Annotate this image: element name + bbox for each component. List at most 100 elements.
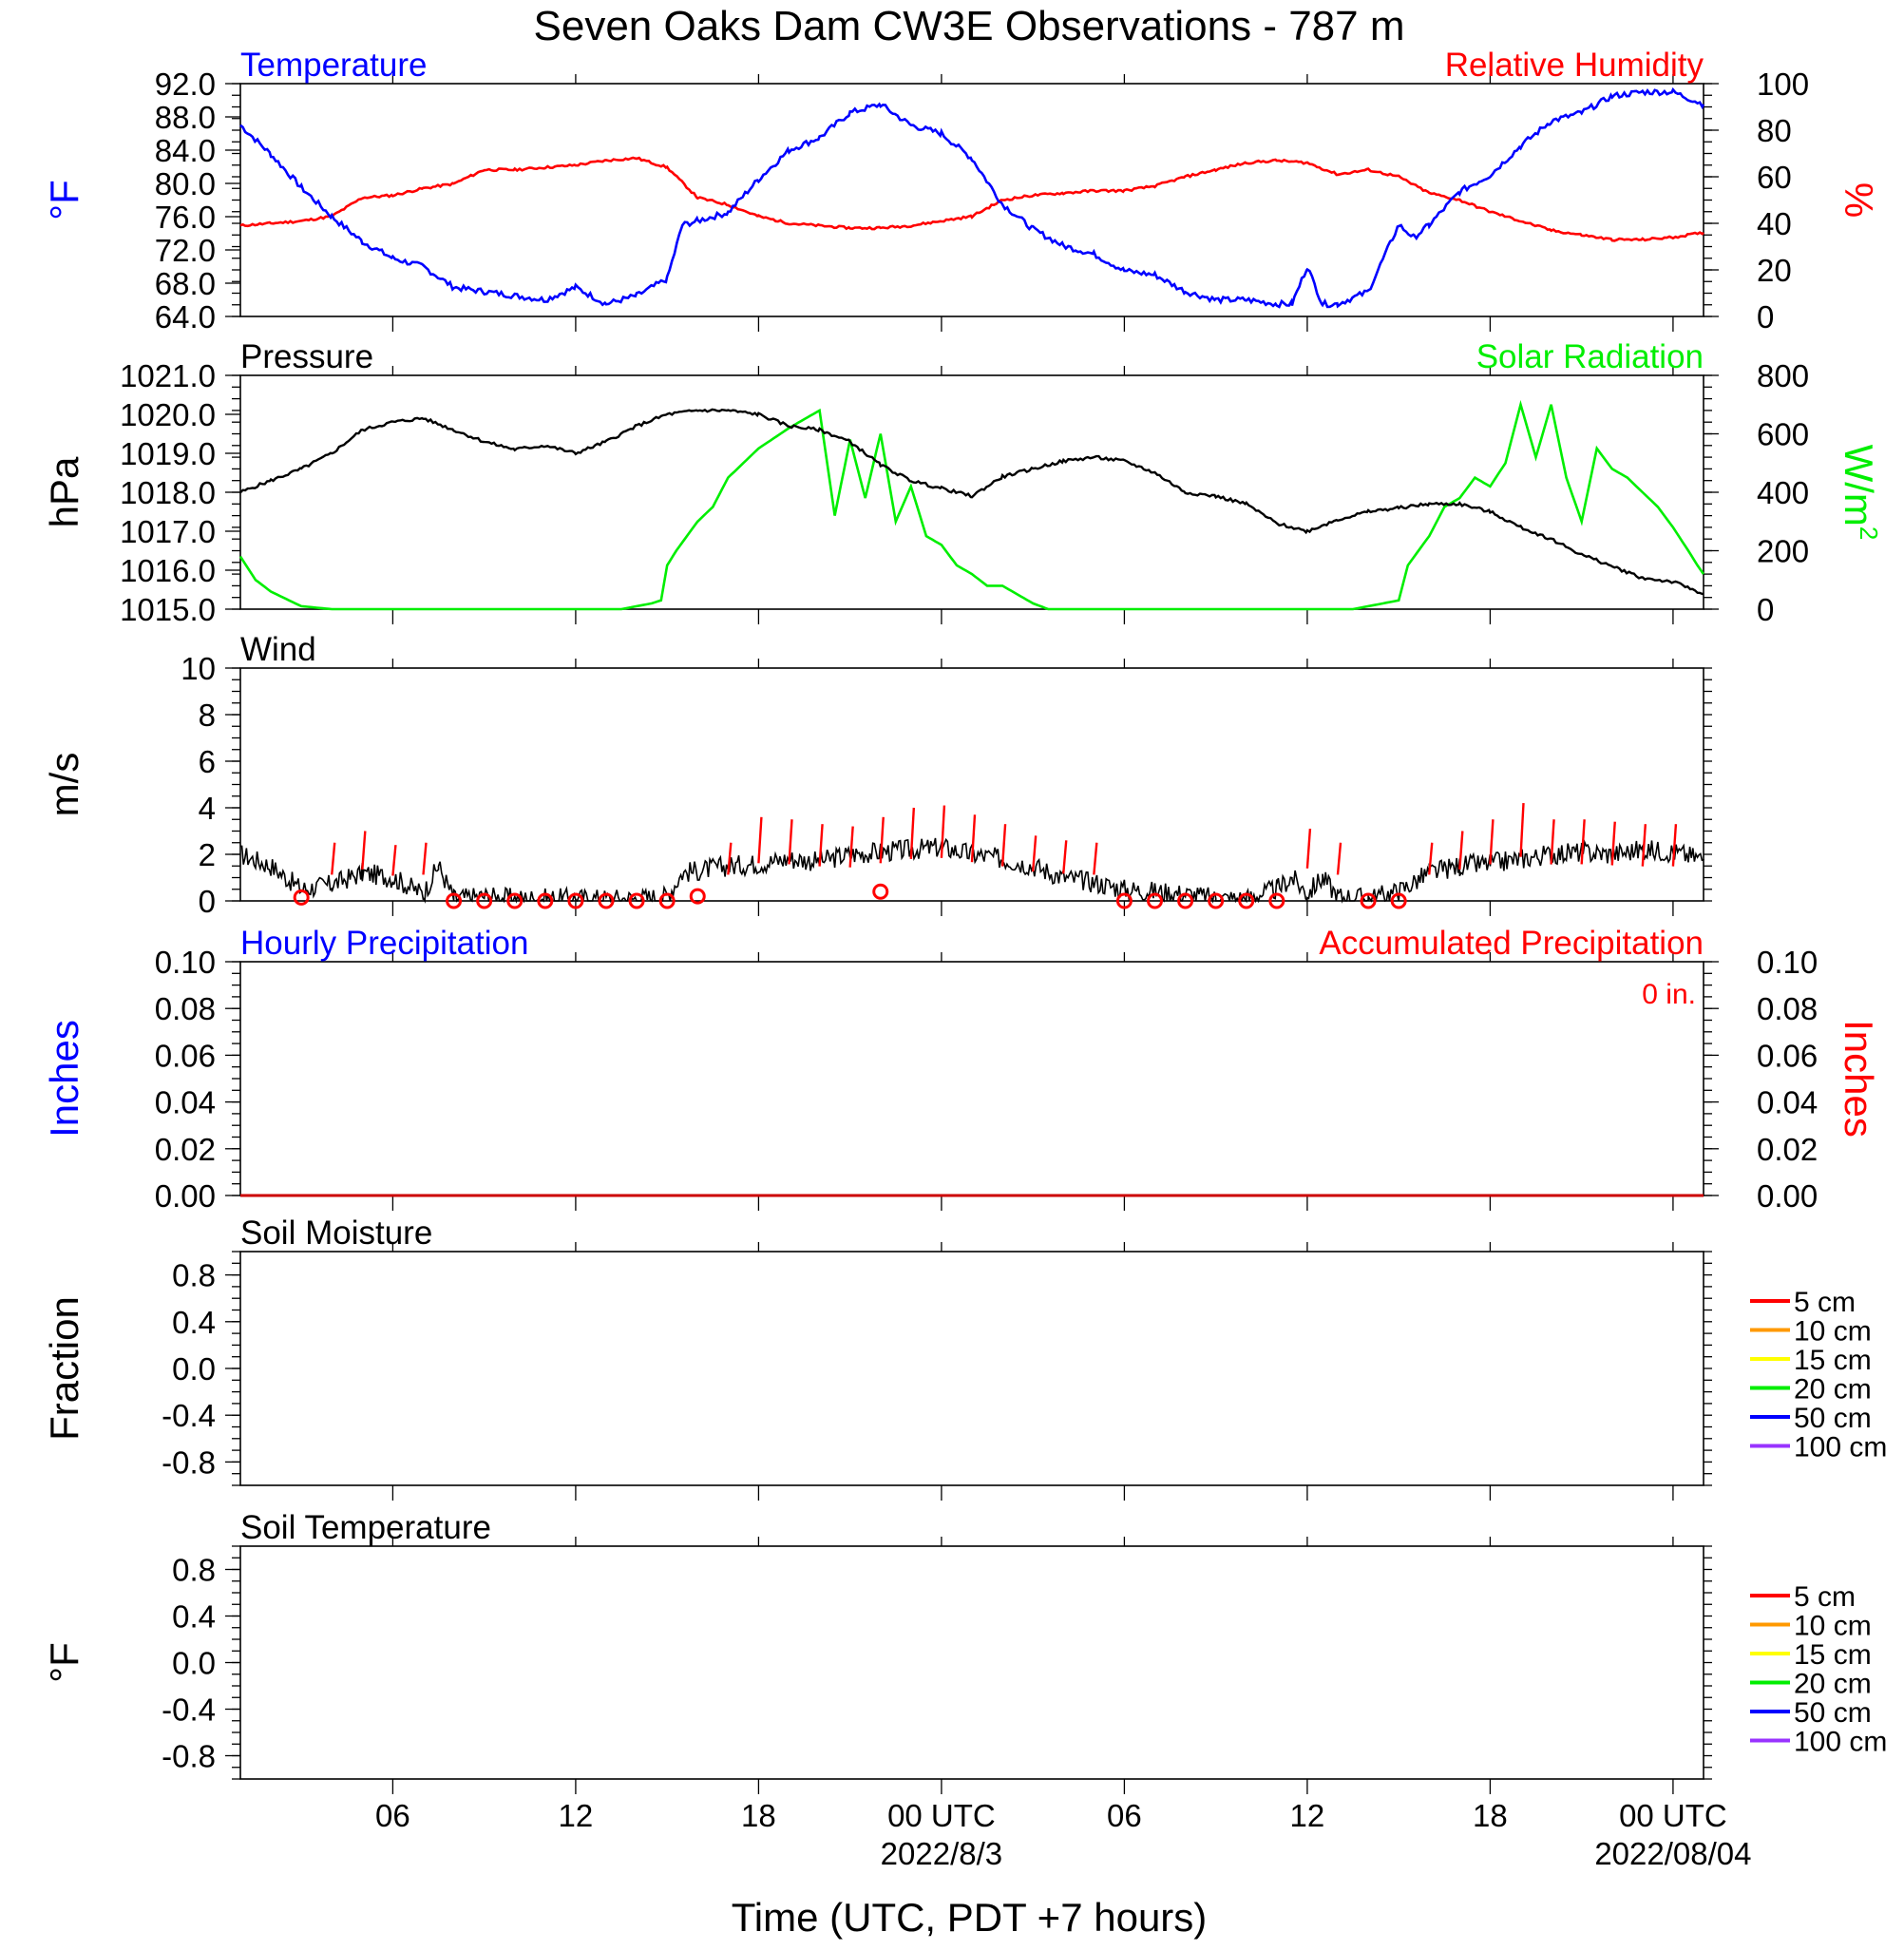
panel-title-left: Soil Moisture [240, 1215, 432, 1252]
accumulated-total-label: 0 in. [1642, 979, 1696, 1010]
y-tick-label-right: 0.02 [1757, 1132, 1818, 1167]
temperature-line [239, 86, 1705, 309]
y-tick-label-left: 80.0 [155, 166, 216, 201]
calm-wind-marker [1147, 892, 1163, 909]
x-tick-label: 12 [559, 1798, 594, 1833]
y-tick-label-right: 200 [1757, 534, 1809, 569]
calm-wind-marker [506, 892, 524, 909]
wind-gust-mark [361, 831, 367, 870]
y-tick-label-left: 6 [199, 744, 216, 779]
humidity-line [239, 156, 1704, 242]
x-tick-label: 06 [1107, 1798, 1142, 1833]
wind-gust-mark [727, 842, 733, 875]
wind-gust-mark [818, 824, 824, 867]
y-tick-label-left: 84.0 [155, 133, 216, 168]
wind-gust-mark [1062, 840, 1068, 874]
panel-title-left: Temperature [240, 47, 427, 84]
calm-wind-marker [658, 892, 676, 909]
y-axis-label-left: m/s [42, 753, 86, 817]
panel-precipitation: 0.10 0.08 0.06 0.04 0.02 0.00 0.10 0.08 0.06 0.04… [42, 925, 1881, 1214]
panel-title-left: Wind [240, 631, 316, 668]
y-tick-label-right: 80 [1757, 113, 1792, 148]
calm-wind-marker [872, 883, 889, 900]
calm-wind-marker [293, 889, 310, 906]
panel-frame [239, 1251, 1704, 1486]
y-tick-label-right: 600 [1757, 417, 1809, 452]
y-tick-label-left: 1018.0 [120, 475, 216, 510]
y-tick-label-left: 88.0 [155, 100, 216, 135]
wind-gust-mark [879, 816, 885, 864]
x-tick-date-label: 2022/08/04 [1594, 1836, 1751, 1871]
wind-gust-mark [1336, 842, 1342, 875]
x-tick-label: 18 [741, 1798, 776, 1833]
legend-label: 50 cm [1794, 1403, 1872, 1434]
y-tick-label-left: 0.02 [155, 1132, 216, 1167]
wind-gust-mark [391, 845, 397, 876]
y-tick-label-left: 76.0 [155, 200, 216, 235]
wind-gust-mark [1000, 824, 1007, 867]
y-tick-label-left: -0.8 [162, 1739, 216, 1774]
y-tick-label-left: -0.4 [162, 1398, 216, 1433]
wind-gust-mark [940, 805, 946, 858]
y-tick-label-right: 0.04 [1757, 1085, 1818, 1120]
y-tick-label-right: 0.00 [1757, 1178, 1818, 1214]
y-tick-label-left: 0.4 [172, 1305, 216, 1340]
y-tick-label-left: 1020.0 [120, 397, 216, 432]
legend-label: 5 cm [1794, 1581, 1856, 1613]
panel-frame [239, 1545, 1704, 1780]
y-tick-label-left: 2 [199, 837, 216, 872]
y-tick-label-left: 0 [199, 884, 216, 919]
calm-wind-marker [628, 892, 645, 909]
y-tick-label-right: 40 [1757, 206, 1792, 241]
panel-title-left: Hourly Precipitation [240, 925, 528, 962]
chart-title: Seven Oaks Dam CW3E Observations - 787 m [534, 3, 1405, 49]
y-axis-label-right: W/m2 [1837, 445, 1883, 541]
legend-label: 5 cm [1794, 1287, 1856, 1318]
y-tick-label-left: 1015.0 [120, 592, 216, 627]
y-axis-label-right-text: Inches [1837, 1020, 1881, 1138]
y-tick-label-left: 0.8 [172, 1258, 216, 1293]
y-tick-label-left: 0.0 [172, 1646, 216, 1681]
wind-gust-mark [788, 819, 793, 865]
x-tick-label: 06 [375, 1798, 410, 1833]
wind-gust-mark [848, 826, 854, 868]
calm-wind-marker [476, 892, 493, 909]
wind-gust-mark [1489, 819, 1495, 865]
panel-title-right: Accumulated Precipitation [1319, 925, 1704, 962]
solar-radiation-line [238, 399, 1705, 611]
x-tick-label: 00 UTC [1619, 1798, 1727, 1833]
y-tick-label-left: 0.08 [155, 991, 216, 1026]
y-tick-label-left: 0.8 [172, 1553, 216, 1588]
y-tick-label-right: 20 [1757, 253, 1792, 288]
y-tick-label-left: 0.04 [155, 1085, 216, 1120]
wind-gust-mark [422, 842, 428, 875]
panel-wind: 10 8 6 4 2 0 Wind m/s [42, 631, 1712, 919]
y-axis-label-left: hPa [42, 456, 86, 527]
y-tick-label-right: 0.08 [1757, 991, 1818, 1026]
panel-title-left: Soil Temperature [240, 1509, 491, 1546]
y-tick-label-left: 0.00 [155, 1178, 216, 1214]
y-axis-label-left: °F [42, 1642, 86, 1682]
y-axis-label-superscript: 2 [1855, 526, 1883, 540]
panel-soil-moisture: 0.8 0.4 0.0 -0.4 -0.8 Soil Moisture Fraction 5 … [42, 1215, 1887, 1501]
wind-gust-mark [1519, 803, 1525, 857]
y-tick-label-left: 0.4 [172, 1599, 216, 1635]
y-tick-label-left: 1017.0 [120, 514, 216, 549]
wind-gust-mark [1550, 819, 1555, 865]
y-tick-label-left: 10 [181, 651, 216, 686]
calm-wind-marker [598, 892, 615, 909]
panel-title-left: Pressure [240, 338, 373, 375]
panels: 92.088.084.080.076.072.068.064.010080604… [42, 47, 1887, 1794]
panel-title-right: Relative Humidity [1445, 47, 1704, 84]
calm-wind-marker [1115, 892, 1133, 909]
y-tick-label-left: 1016.0 [120, 553, 216, 588]
pressure-line [239, 408, 1704, 596]
panel-frame [239, 667, 1704, 902]
y-tick-label-left: 4 [199, 791, 216, 826]
x-tick-label: 00 UTC [887, 1798, 996, 1833]
wind-gust-mark [1458, 831, 1464, 870]
y-tick-label-right: 0 [1757, 299, 1774, 335]
y-tick-label-left: 68.0 [155, 266, 216, 301]
y-tick-label-left: 0.06 [155, 1038, 216, 1073]
y-tick-label-left: 1019.0 [120, 436, 216, 471]
